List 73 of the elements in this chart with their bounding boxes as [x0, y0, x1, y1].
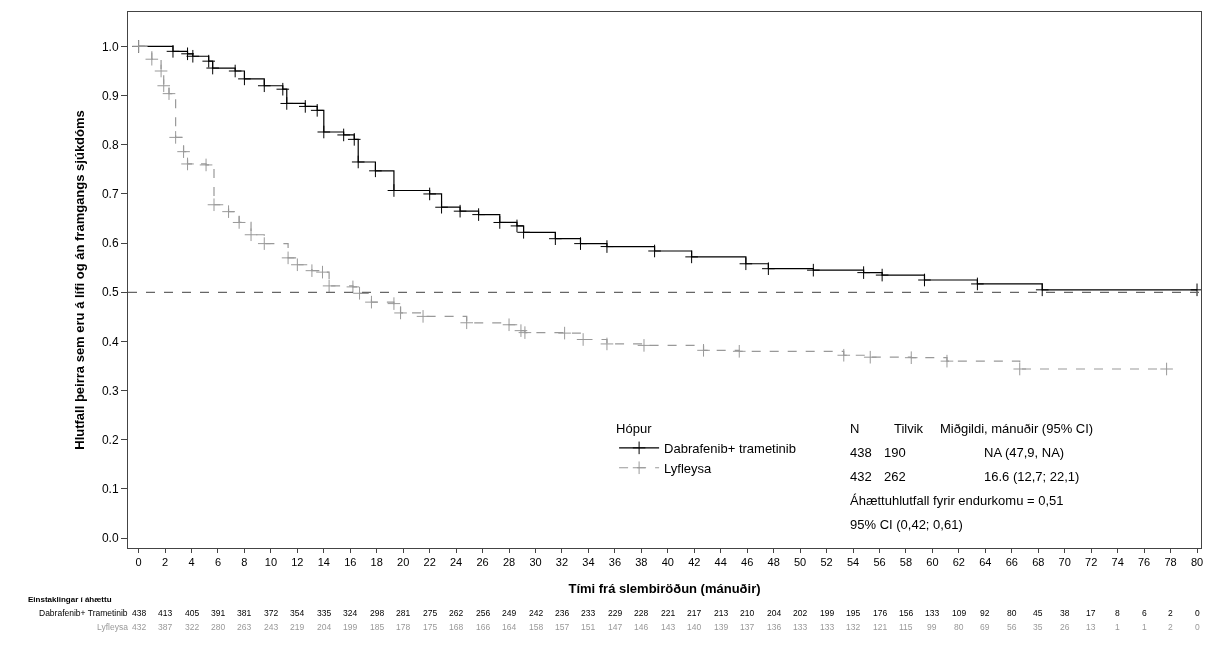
y-tick-label: 0.6 — [101, 236, 119, 251]
x-tick-label: 64 — [979, 556, 992, 569]
annotation: Miðgildi, mánuðir (95% CI) — [940, 421, 1094, 436]
x-tick-label: 24 — [449, 556, 463, 569]
text: 432 387 322 280 263 243 219 204 199 185 178 175 168 166 164 158 157 151 147 146 143 140 139 137 136 133 133 132 121 115 99 80 69 56 35 26 13 1 1 2 0 — [132, 622, 1200, 632]
x-tick-label: 16 — [344, 556, 357, 569]
annotation: Tilvik — [894, 421, 924, 436]
x-tick-label: 72 — [1085, 556, 1098, 569]
text: Dabrafenib+ Trametinib — [39, 608, 128, 618]
x-tick-label: 14 — [317, 556, 330, 569]
x-tick-label: 20 — [397, 556, 410, 569]
x-tick-label: 2 — [161, 556, 169, 569]
annotation: 16.6 (12,7; 22,1) — [984, 469, 1080, 484]
x-tick-label: 60 — [926, 556, 939, 569]
x-axis-title: Tími frá slembiröðun (mánuðir) — [568, 580, 761, 596]
x-tick-label: 28 — [502, 556, 516, 569]
legend-title: Hópur — [616, 420, 653, 436]
y-tick-label: 0.1 — [101, 482, 119, 497]
y-tick-label: 0.8 — [101, 137, 119, 152]
x-tick-label: 42 — [688, 556, 701, 569]
annotation: 190 — [884, 445, 906, 460]
legend-label: Dabrafenib+ trametinib — [664, 440, 796, 456]
x-tick-label: 78 — [1164, 556, 1177, 569]
x-tick-label: 68 — [1032, 556, 1045, 569]
x-tick-label: 74 — [1111, 556, 1124, 569]
x-tick-label: 36 — [608, 556, 622, 569]
y-tick-label: 0.9 — [101, 88, 119, 103]
y-tick-label: 0.5 — [101, 285, 119, 300]
annotation: 262 — [884, 469, 906, 484]
x-tick-label: 76 — [1137, 556, 1151, 569]
y-axis-title: Hlutfall þeirra sem eru á lífi og án framgangs sjúkdóms — [71, 110, 87, 450]
x-tick-label: 66 — [1005, 556, 1018, 569]
x-tick-label: 46 — [741, 556, 754, 569]
y-tick-label: 0.7 — [101, 187, 119, 202]
x-tick-label: 38 — [635, 556, 648, 569]
x-tick-label: 30 — [529, 556, 542, 569]
annotation: Áhættuhlutfall fyrir endurkomu = 0,51 — [850, 493, 1064, 508]
annotation: 95% CI (0,42; 0,61) — [850, 517, 963, 532]
text: 438 413 405 391 381 372 354 335 324 298 281 275 262 256 249 242 236 233 229 228 221 217 213 210 204 202 199 195 176 156 133 109 92 80 45 38 17 8 6 2 0 — [132, 608, 1200, 618]
x-tick-label: 34 — [582, 556, 595, 569]
x-tick-label: 44 — [714, 556, 727, 569]
x-tick-label: 26 — [476, 556, 489, 569]
x-tick-label: 62 — [952, 556, 966, 569]
y-tick-label: 0.0 — [101, 531, 119, 546]
annotation: 432 — [850, 469, 872, 484]
text: Einstaklingar í áhættu — [28, 595, 112, 604]
annotation: N — [850, 421, 860, 436]
x-tick-label: 6 — [214, 556, 222, 569]
x-tick-label: 70 — [1058, 556, 1071, 569]
y-tick-label: 1.0 — [101, 39, 119, 54]
x-tick-label: 80 — [1190, 556, 1204, 569]
x-tick-label: 50 — [793, 556, 807, 569]
annotation: NA (47,9, NA) — [984, 445, 1065, 460]
legend-label: Lyfleysa — [664, 460, 713, 476]
x-tick-label: 12 — [291, 556, 304, 569]
x-tick-label: 58 — [899, 556, 913, 569]
x-tick-label: 52 — [820, 556, 833, 569]
x-tick-label: 4 — [188, 556, 195, 569]
y-tick-label: 0.3 — [101, 383, 119, 398]
x-tick-label: 22 — [423, 556, 436, 569]
x-tick-label: 8 — [241, 556, 248, 569]
x-tick-label: 56 — [873, 556, 886, 569]
x-tick-label: 40 — [661, 556, 674, 569]
x-tick-label: 0 — [135, 556, 142, 569]
y-tick-label: 0.4 — [101, 334, 119, 349]
x-tick-label: 10 — [264, 556, 278, 569]
y-tick-label: 0.2 — [101, 433, 119, 448]
text: Lyfleysa — [97, 622, 129, 632]
x-tick-label: 18 — [370, 556, 383, 569]
x-tick-label: 54 — [846, 556, 860, 569]
annotation: 438 — [850, 445, 872, 460]
x-tick-label: 48 — [767, 556, 780, 569]
x-tick-label: 32 — [555, 556, 569, 569]
